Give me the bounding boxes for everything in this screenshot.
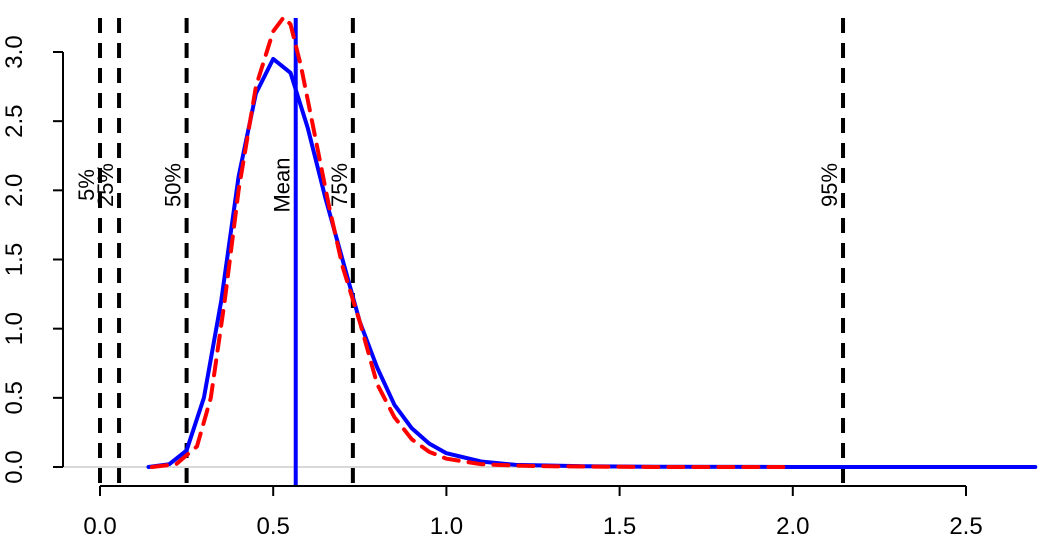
vline-label-50-pct: 50% (161, 163, 186, 207)
density-curve-red-dashed (150, 15, 795, 469)
y-tick-label: 1.0 (1, 312, 28, 345)
y-axis: 0.0 0.5 1.0 1.5 2.0 2.5 3.0 (1, 35, 64, 484)
density-curves-layer (146, 15, 1038, 469)
vline-label-5-pct: 5% (74, 169, 99, 201)
vline-label-75-pct: 75% (327, 163, 352, 207)
y-tick-label: 2.0 (1, 174, 28, 207)
x-tick-label: 0.5 (257, 513, 290, 540)
quantile-labels-layer: 5%25% 50% Mean 75% 95% (74, 157, 842, 212)
x-tick-label: 0.0 (83, 513, 116, 540)
vline-label-95-pct: 95% (817, 163, 842, 207)
x-tick-label: 2.0 (776, 513, 809, 540)
density-curve-blue-solid (146, 56, 1038, 469)
x-tick-label: 1.0 (430, 513, 463, 540)
y-tick-label: 0.0 (1, 450, 28, 483)
quantile-lines-layer (98, 18, 846, 485)
x-axis: 0.0 0.5 1.0 1.5 2.0 2.5 (83, 485, 983, 540)
y-tick-label: 2.5 (1, 104, 28, 137)
y-tick-label: 1.5 (1, 243, 28, 276)
vline-label-mean: Mean (270, 157, 295, 212)
y-tick-label: 0.5 (1, 381, 28, 414)
x-tick-label: 2.5 (949, 513, 982, 540)
y-tick-label: 3.0 (1, 35, 28, 68)
x-tick-label: 1.5 (603, 513, 636, 540)
vline-label-25-pct: 25% (93, 163, 118, 207)
